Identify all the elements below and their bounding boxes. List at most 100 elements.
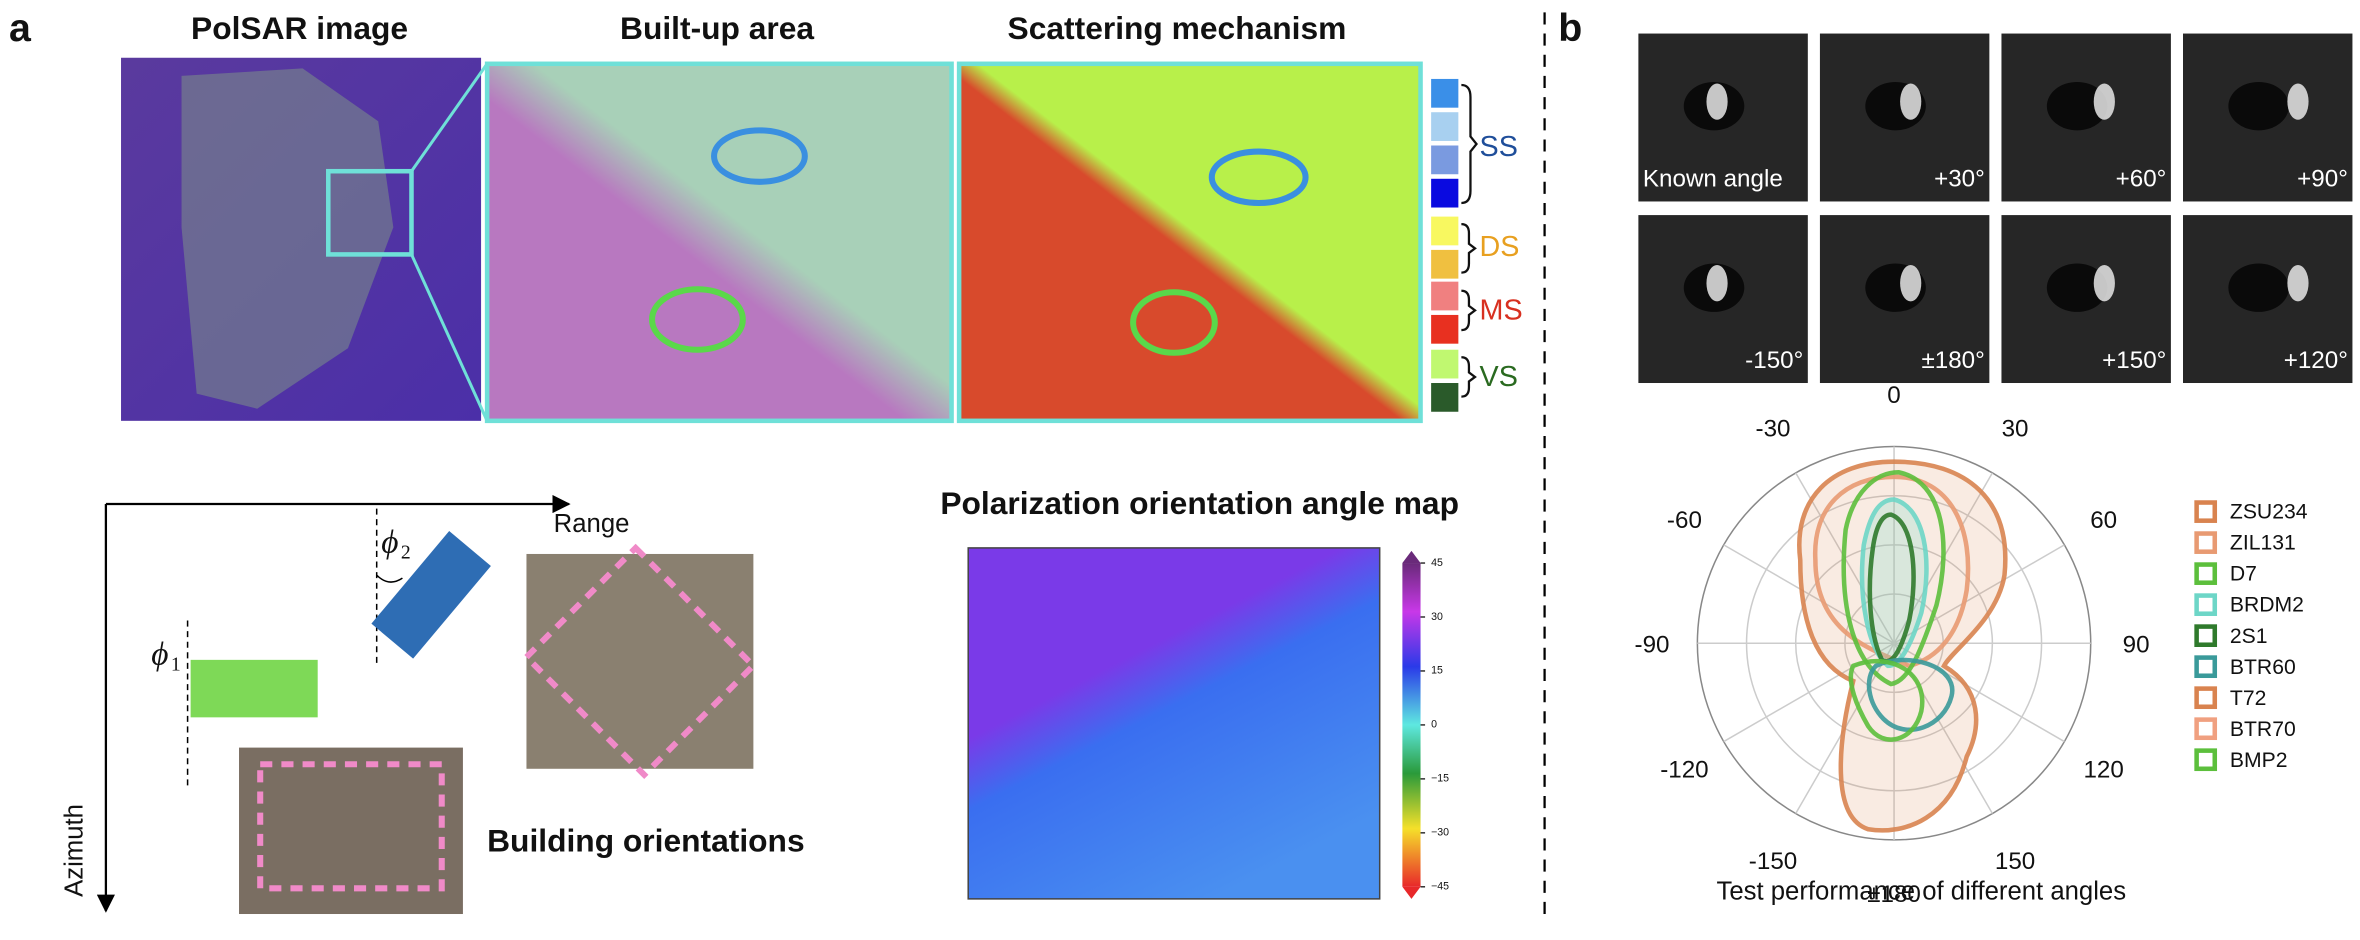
polar-caption: Test performance of different angles bbox=[1716, 878, 2126, 906]
target-shadow bbox=[2228, 263, 2289, 312]
phi-symbol: ϕ bbox=[381, 524, 398, 561]
angle-label: +60° bbox=[2116, 166, 2167, 193]
poa-map bbox=[967, 547, 1381, 900]
polar-angle-label: -120 bbox=[1660, 756, 1708, 783]
phi-subscript: 1 bbox=[171, 653, 181, 675]
land-area bbox=[181, 68, 394, 409]
ss-region bbox=[1208, 148, 1309, 207]
legend-swatch bbox=[2194, 748, 2218, 772]
target-return bbox=[1706, 265, 1728, 302]
building-outline bbox=[522, 543, 758, 780]
legend-label: BRDM2 bbox=[2230, 594, 2304, 617]
panel-label: a bbox=[9, 6, 32, 50]
legend-label: BMP2 bbox=[2230, 749, 2288, 772]
angle-label: Known angle bbox=[1643, 166, 1783, 193]
aerial-image bbox=[526, 553, 754, 769]
polar-angle-label: -60 bbox=[1667, 507, 1702, 534]
legend-swatch bbox=[2194, 655, 2218, 679]
target-return bbox=[2093, 83, 2115, 120]
legend-label: BTR70 bbox=[2230, 718, 2296, 741]
ms-region bbox=[1130, 289, 1218, 356]
legend-swatch bbox=[2194, 562, 2218, 585]
colorbar bbox=[1402, 563, 1421, 887]
angle-label: +120° bbox=[2284, 347, 2348, 374]
colorbar-cap bbox=[1402, 550, 1421, 564]
polar-angle-label: 30 bbox=[2002, 415, 2029, 442]
legend-swatch bbox=[2194, 531, 2218, 554]
phi-symbol: ϕ bbox=[151, 635, 168, 672]
polar-angle-label: -30 bbox=[1756, 415, 1791, 442]
mechanism-label: VS bbox=[1480, 361, 1518, 393]
mechanism-label: DS bbox=[1480, 231, 1520, 263]
target-return bbox=[2093, 265, 2115, 302]
phi-subscript: 2 bbox=[401, 541, 411, 563]
colorbar-tick-label: −30 bbox=[1431, 827, 1449, 839]
ss-region bbox=[711, 127, 808, 185]
polar-spoke bbox=[1893, 544, 2065, 644]
angle-arc bbox=[376, 574, 403, 583]
building-2 bbox=[371, 530, 491, 659]
polar-angle-label: 0 bbox=[1887, 382, 1900, 409]
colorbar-tick-label: 45 bbox=[1431, 557, 1443, 569]
colorbar-tick-label: 15 bbox=[1431, 665, 1443, 677]
polar-angle-label: -90 bbox=[1635, 632, 1670, 659]
braces bbox=[1461, 83, 1478, 398]
legend-label: BTR60 bbox=[2230, 656, 2296, 679]
polar-angle-label: -150 bbox=[1749, 848, 1797, 875]
target-return bbox=[1706, 83, 1728, 120]
colorbar-tick-label: −45 bbox=[1431, 881, 1449, 893]
performance-contour bbox=[1841, 469, 1946, 687]
image-title: Scattering mechanism bbox=[1008, 10, 1347, 46]
target-shadow bbox=[2046, 263, 2108, 312]
zoom-line bbox=[410, 253, 489, 422]
target-return bbox=[2287, 265, 2309, 302]
legend-label: T72 bbox=[2230, 687, 2266, 710]
zoom-line bbox=[410, 62, 489, 173]
colorbar-cap bbox=[1402, 886, 1421, 899]
target-return bbox=[1900, 265, 1922, 302]
target-shadow bbox=[2228, 81, 2289, 131]
legend-label: D7 bbox=[2230, 563, 2257, 586]
angle-label: +90° bbox=[2297, 166, 2348, 193]
mechanism-label: MS bbox=[1480, 295, 1523, 327]
target-return bbox=[1900, 83, 1922, 120]
mechanism-swatches bbox=[1431, 78, 1459, 412]
polar-angle-label: ±180 bbox=[1867, 881, 1921, 908]
panel-label: b bbox=[1558, 6, 1582, 50]
legend-label: ZSU234 bbox=[2230, 501, 2308, 524]
performance-contour bbox=[1866, 657, 1955, 732]
legend-swatch bbox=[2194, 593, 2218, 616]
legend-swatch bbox=[2194, 717, 2218, 741]
caption: Building orientations bbox=[487, 822, 804, 858]
angle-label: -150° bbox=[1745, 347, 1803, 374]
target-return bbox=[2287, 83, 2309, 120]
legend-swatch bbox=[2194, 686, 2218, 710]
legend-label: ZIL131 bbox=[2230, 532, 2296, 555]
angle-label: +150° bbox=[2102, 347, 2166, 374]
map-title: Polarization orientation angle map bbox=[940, 485, 1459, 521]
polar-angle-label: 90 bbox=[2123, 632, 2150, 659]
mechanism-label: SS bbox=[1480, 131, 1518, 163]
colorbar-tick-label: 30 bbox=[1431, 611, 1443, 623]
zoom-box bbox=[326, 168, 414, 257]
built-up-image bbox=[484, 61, 954, 424]
range-label: Range bbox=[554, 510, 630, 538]
image-title: PolSAR image bbox=[191, 10, 408, 46]
image-title: Built-up area bbox=[620, 10, 814, 46]
colorbar-tick-label: −15 bbox=[1431, 773, 1449, 785]
scattering-image bbox=[956, 61, 1423, 424]
target-shadow bbox=[2046, 81, 2108, 131]
legend-swatch bbox=[2194, 624, 2218, 647]
colorbar-tick-label: 0 bbox=[1431, 719, 1437, 731]
building-outline bbox=[257, 761, 445, 892]
performance-contour bbox=[1813, 474, 1971, 669]
angle-label: +30° bbox=[1934, 166, 1985, 193]
polar-angle-label: 150 bbox=[1995, 848, 2035, 875]
angle-label: ±180° bbox=[1922, 347, 1985, 374]
legend-label: 2S1 bbox=[2230, 625, 2268, 648]
polar-angle-label: 120 bbox=[2083, 756, 2123, 783]
polar-angle-label: 60 bbox=[2090, 507, 2117, 534]
performance-contour bbox=[1848, 659, 1925, 742]
